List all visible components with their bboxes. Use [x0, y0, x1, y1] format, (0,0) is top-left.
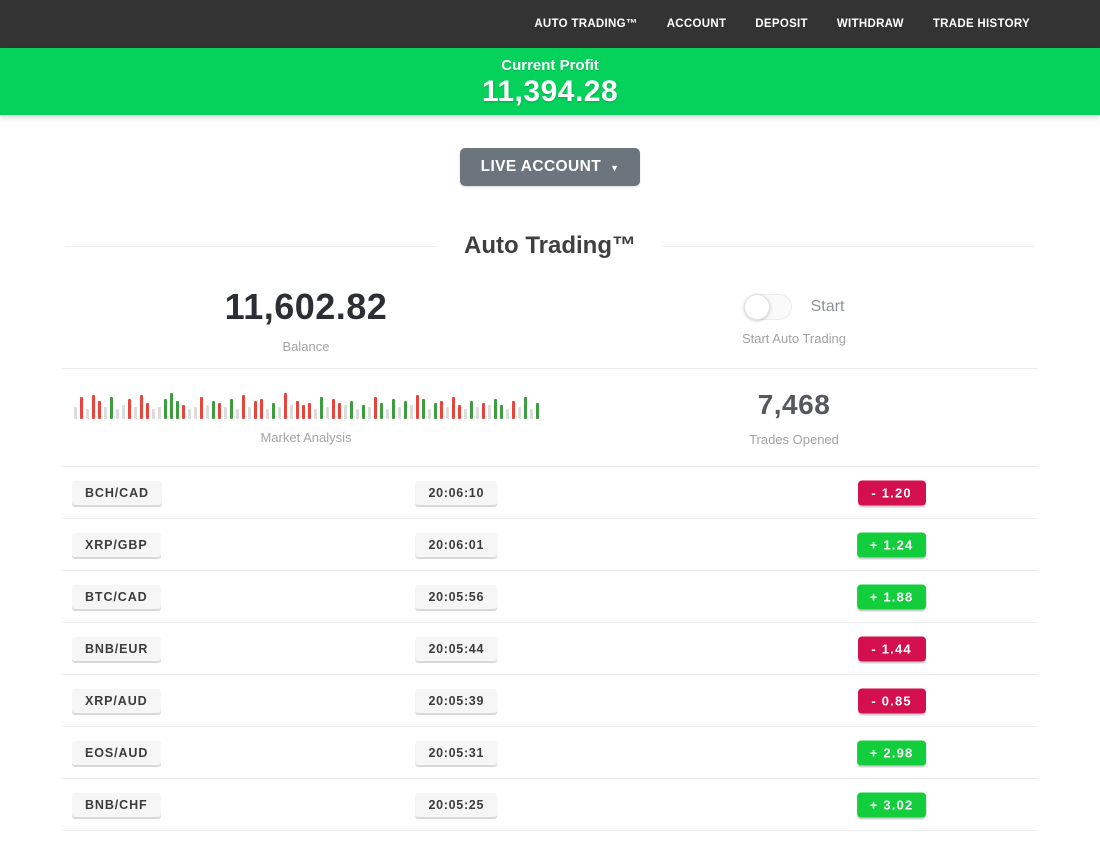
toggle-label: Start: [810, 298, 845, 315]
trade-result-badge: + 3.02: [856, 792, 927, 817]
current-profit-label: Current Profit: [501, 57, 599, 74]
time-badge: 20:05:44: [415, 636, 498, 661]
trade-row: XRP/GBP 20:06:01 + 1.24: [62, 519, 1038, 571]
nav-item-account[interactable]: ACCOUNT: [666, 18, 727, 30]
trade-row: BTC/CAD 20:05:56 + 1.88: [62, 571, 1038, 623]
pair-badge: BCH/CAD: [72, 480, 162, 505]
trade-row: XRP/AUD 20:05:39 - 0.85: [62, 675, 1038, 727]
page-title: Auto Trading™: [438, 232, 662, 259]
trade-result-badge: + 1.24: [856, 532, 927, 557]
trade-row: BCH/CAD 20:06:10 - 1.20: [62, 467, 1038, 519]
time-badge: 20:06:10: [415, 480, 498, 505]
trade-row: EOS/AUD 20:05:31 + 2.98: [62, 727, 1038, 779]
trades-opened-label: Trades Opened: [749, 431, 839, 447]
time-badge: 20:05:56: [415, 584, 498, 609]
live-account-label: LIVE ACCOUNT: [480, 158, 602, 175]
current-profit-banner: Current Profit 11,394.28: [0, 48, 1100, 115]
pair-badge: BNB/CHF: [72, 792, 161, 817]
time-badge: 20:05:31: [415, 740, 498, 765]
nav-item-deposit[interactable]: DEPOSIT: [755, 18, 808, 30]
stats-panel: 11,602.82 Balance Start Start Auto Tradi…: [62, 272, 1038, 467]
pair-badge: BTC/CAD: [72, 584, 161, 609]
time-badge: 20:06:01: [415, 532, 498, 557]
pair-badge: XRP/AUD: [72, 688, 161, 713]
auto-trading-block: Start Start Auto Trading: [550, 272, 1038, 368]
trade-result-badge: - 1.44: [857, 636, 926, 661]
nav-item-trade-history[interactable]: TRADE HISTORY: [932, 18, 1030, 30]
current-profit-value: 11,394.28: [481, 75, 619, 108]
market-analysis-block: Market Analysis: [62, 369, 550, 466]
pair-badge: BNB/EUR: [72, 636, 162, 661]
trades-opened-value: 7,468: [757, 388, 831, 420]
trade-result-badge: + 2.98: [856, 740, 927, 765]
balance-label: Balance: [282, 339, 330, 354]
chevron-down-icon: ▼: [610, 162, 620, 173]
market-analysis-chart: [73, 391, 539, 419]
live-account-dropdown[interactable]: LIVE ACCOUNT ▼: [459, 148, 641, 186]
trades-table: BCH/CAD 20:06:10 - 1.20 XRP/GBP 20:06:01…: [62, 467, 1038, 831]
trade-result-badge: - 1.20: [857, 480, 926, 505]
start-auto-trading-toggle[interactable]: [743, 294, 792, 320]
trades-opened-block: 7,468 Trades Opened: [550, 369, 1038, 466]
nav-item-auto-trading[interactable]: AUTO TRADING™: [534, 18, 638, 30]
balance-block: 11,602.82 Balance: [62, 272, 550, 368]
nav-item-withdraw[interactable]: WITHDRAW: [836, 18, 904, 30]
trade-result-badge: - 0.85: [857, 688, 926, 713]
start-auto-trading-label: Start Auto Trading: [741, 331, 847, 346]
pair-badge: XRP/GBP: [72, 532, 161, 557]
trade-row: BNB/CHF 20:05:25 + 3.02: [62, 779, 1038, 831]
trade-result-badge: + 1.88: [856, 584, 927, 609]
pair-badge: EOS/AUD: [72, 740, 162, 765]
time-badge: 20:05:39: [415, 688, 498, 713]
balance-value: 11,602.82: [224, 286, 388, 327]
time-badge: 20:05:25: [415, 792, 498, 817]
top-nav: AUTO TRADING™ ACCOUNT DEPOSIT WITHDRAW T…: [0, 0, 1100, 48]
toggle-knob: [743, 294, 770, 320]
trade-row: BNB/EUR 20:05:44 - 1.44: [62, 623, 1038, 675]
section-heading: Auto Trading™: [0, 230, 1100, 262]
market-analysis-label: Market Analysis: [260, 429, 352, 445]
